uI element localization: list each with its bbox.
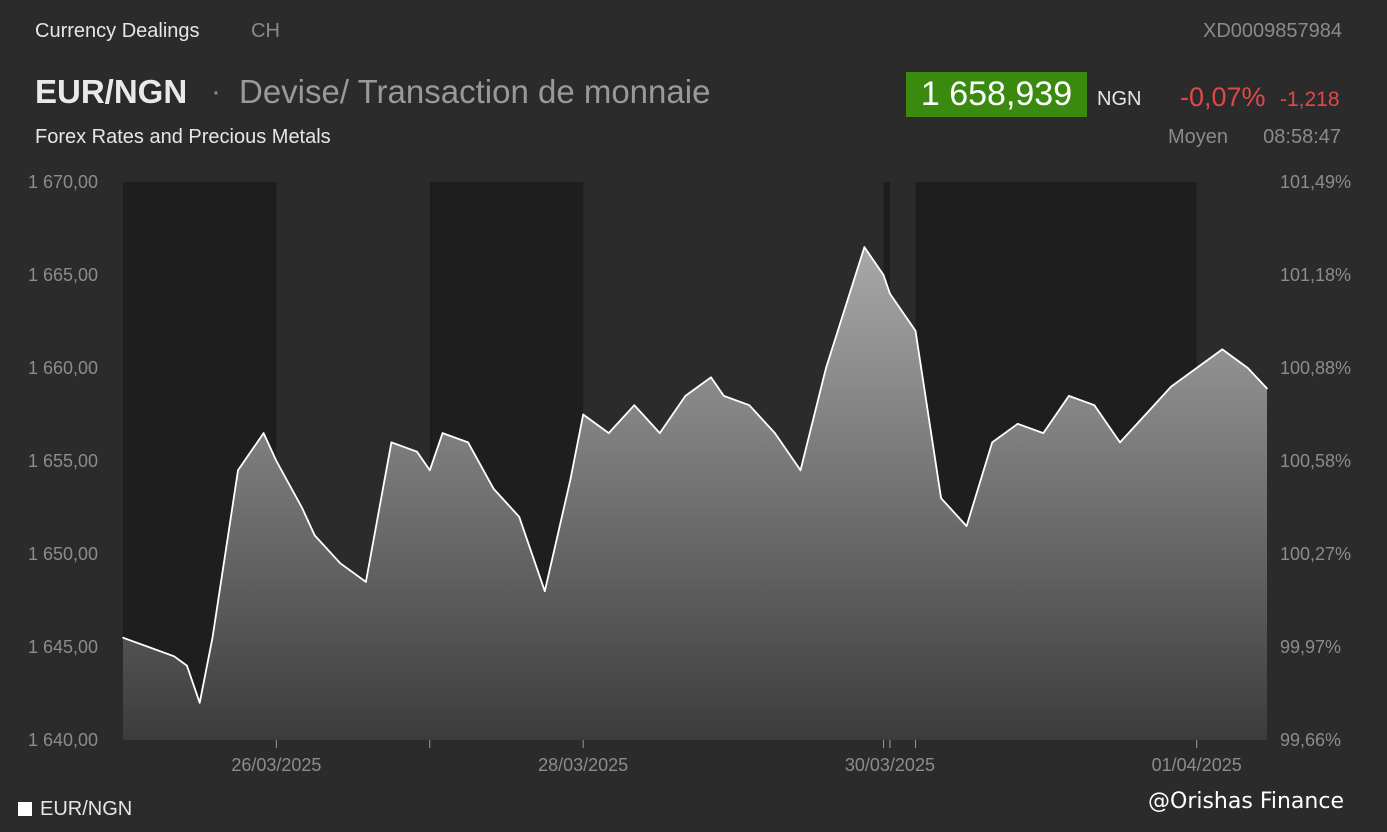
data-point [1266, 387, 1268, 390]
watermark: @Orishas Finance [1148, 789, 1344, 814]
data-point [518, 516, 521, 518]
data-point [1195, 367, 1198, 369]
data-point [940, 497, 942, 500]
change-percent: -0,07% [1180, 82, 1266, 112]
quote-time: 08:58:47 [1263, 126, 1341, 148]
y-tick-label: 1 665,00 [28, 265, 98, 285]
data-point [633, 404, 636, 407]
y-tick-label: 1 660,00 [28, 358, 98, 378]
data-point [262, 432, 265, 434]
price-type: Moyen [1168, 126, 1229, 148]
y2-tick-label: 99,97% [1280, 637, 1341, 657]
isin-code: XD0009857984 [1202, 20, 1342, 42]
y-tick-label: 1 645,00 [28, 637, 98, 657]
y2-tick-label: 101,18% [1280, 265, 1351, 285]
section-title: Currency Dealings [35, 20, 200, 42]
y2-tick-label: 100,88% [1280, 358, 1351, 378]
data-point [965, 525, 968, 527]
data-point [863, 246, 866, 248]
data-point [467, 441, 469, 444]
data-point [914, 330, 917, 332]
data-point [301, 506, 303, 509]
data-point [1042, 432, 1045, 434]
last-price: 1 658,939 [906, 72, 1087, 117]
x-tick-label: 26/03/2025 [231, 755, 321, 775]
x-tick-label: 28/03/2025 [538, 755, 628, 775]
data-point [1170, 385, 1172, 388]
y2-tick-label: 100,58% [1280, 451, 1351, 471]
data-point [889, 292, 891, 295]
instrument-symbol: EUR/NGN [35, 73, 188, 110]
data-point [339, 562, 342, 565]
data-point [186, 664, 188, 667]
y-tick-label: 1 655,00 [28, 451, 98, 471]
data-point [1247, 367, 1249, 369]
data-point [659, 432, 661, 434]
data-point [710, 376, 712, 379]
data-point [428, 469, 431, 472]
data-point [147, 646, 150, 648]
data-point [1144, 413, 1147, 416]
data-point [237, 469, 239, 472]
data-point [569, 478, 572, 481]
data-point [122, 636, 124, 639]
price-currency: NGN [1097, 88, 1142, 110]
data-point [1016, 423, 1019, 425]
x-tick-label: 01/04/2025 [1152, 755, 1242, 775]
data-point [582, 413, 584, 416]
data-point [1093, 404, 1096, 407]
series-area [123, 247, 1267, 740]
change-absolute: -1,218 [1280, 88, 1340, 111]
instrument-description: Devise/ Transaction de monnaie [239, 73, 711, 110]
y2-tick-label: 101,49% [1280, 172, 1351, 192]
data-point [722, 395, 725, 397]
data-point [882, 274, 885, 276]
y2-tick-label: 100,27% [1280, 544, 1351, 564]
data-point [173, 655, 175, 658]
data-point [774, 432, 776, 434]
y-tick-label: 1 670,00 [28, 172, 98, 192]
data-point [198, 702, 201, 704]
data-point [492, 488, 495, 490]
data-point [211, 636, 214, 639]
data-point [1221, 348, 1224, 351]
data-point [991, 441, 993, 444]
data-point [1119, 441, 1121, 444]
data-point [275, 460, 278, 462]
data-point [799, 469, 802, 472]
data-point [684, 395, 687, 397]
y-tick-label: 1 650,00 [28, 544, 98, 564]
y2-tick-label: 99,66% [1280, 730, 1341, 750]
data-point [825, 367, 827, 369]
data-point [390, 441, 393, 444]
legend-swatch [18, 802, 32, 816]
legend-label[interactable]: EUR/NGN [40, 798, 133, 820]
x-tick-label: 30/03/2025 [845, 755, 935, 775]
y-tick-label: 1 640,00 [28, 730, 98, 750]
title-separator: · [211, 75, 221, 108]
data-point [365, 581, 367, 583]
data-point [544, 590, 546, 592]
instrument-category: Forex Rates and Precious Metals [35, 126, 331, 148]
data-point [441, 432, 444, 434]
data-point [607, 432, 610, 434]
data-point [416, 450, 418, 453]
data-point [1068, 395, 1070, 397]
data-point [313, 534, 316, 537]
exchange-code: CH [251, 20, 280, 42]
data-point [748, 404, 751, 407]
